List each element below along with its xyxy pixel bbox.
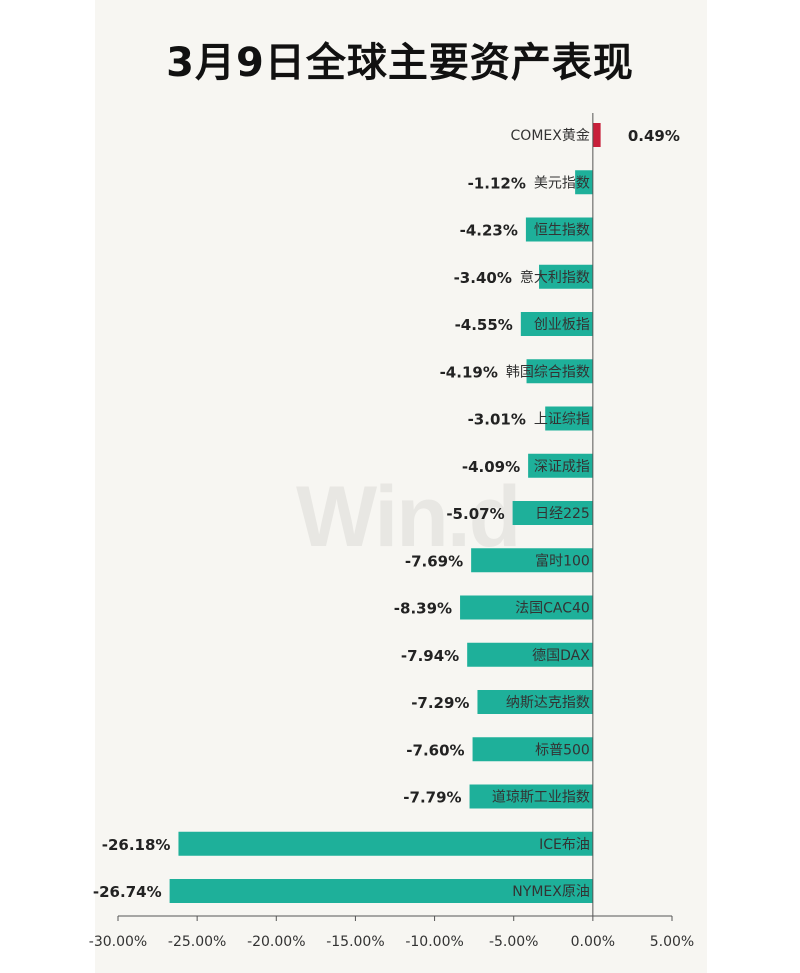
- bar-9: [471, 548, 593, 573]
- bar-11: [467, 642, 593, 667]
- category-label: 纳斯达克指数: [506, 695, 590, 711]
- x-tick-label: -25.00%: [168, 934, 226, 950]
- category-label: 恒生指数: [534, 223, 590, 239]
- category-label: COMEX黄金: [511, 127, 590, 144]
- bar-15: [178, 831, 593, 856]
- bars-group: [169, 123, 601, 903]
- value-label: -4.19%: [440, 363, 498, 381]
- value-label: -8.39%: [394, 600, 452, 618]
- category-label: ICE布油: [539, 837, 590, 853]
- x-tick-label: -15.00%: [326, 934, 384, 950]
- x-tick-label: -10.00%: [405, 934, 463, 950]
- x-tick-label: -5.00%: [489, 934, 539, 950]
- x-tick-label: 0.00%: [571, 934, 615, 950]
- bar-5: [526, 359, 593, 384]
- value-label: -3.01%: [468, 411, 526, 429]
- bar-7: [528, 453, 593, 478]
- value-label: -7.79%: [403, 789, 461, 807]
- value-label: -3.40%: [454, 269, 512, 287]
- bar-4: [520, 312, 593, 336]
- category-label: 韩国综合指数: [506, 364, 590, 380]
- labels-group: COMEX黄金 0.49% 美元指数 -1.12% 恒生指数 -4.23% 意大利指数 -3.…: [93, 127, 680, 901]
- bar-14: [469, 784, 593, 809]
- bar-8: [512, 501, 593, 525]
- bar-12: [477, 690, 593, 714]
- category-label: 意大利指数: [520, 269, 590, 286]
- value-label: 0.49%: [628, 127, 680, 145]
- x-tick-label: 5.00%: [650, 934, 694, 950]
- bar-1: [575, 170, 593, 195]
- x-axis: -30.00% -25.00% -20.00% -15.00% -10.00% -5.00…: [89, 113, 694, 950]
- category-label: 法国CAC40: [515, 601, 590, 617]
- value-label: -4.09%: [462, 458, 520, 476]
- bar-16: [169, 879, 593, 903]
- category-label: 标普500: [535, 742, 590, 758]
- value-label: -26.74%: [93, 883, 162, 901]
- x-tick-label: -20.00%: [247, 934, 305, 950]
- value-label: -4.55%: [455, 316, 513, 334]
- value-label: -5.07%: [446, 505, 504, 523]
- value-label: -7.69%: [405, 552, 463, 570]
- value-label: -7.29%: [411, 694, 469, 712]
- bar-13: [472, 737, 593, 762]
- value-label: -26.18%: [102, 836, 171, 854]
- category-label: 深证成指: [534, 459, 590, 475]
- category-label: 上证综指: [534, 412, 590, 428]
- value-label: -7.60%: [406, 741, 464, 759]
- category-label: 日经225: [535, 506, 590, 522]
- chart-panel: [95, 0, 707, 973]
- value-label: -4.23%: [460, 222, 518, 240]
- bar-0: [592, 123, 601, 147]
- bar-10: [460, 595, 593, 620]
- chart-title: 3月9日全球主要资产表现: [166, 40, 634, 86]
- category-label: 道琼斯工业指数: [492, 790, 590, 806]
- category-label: 德国DAX: [532, 648, 590, 664]
- category-label: NYMEX原油: [512, 884, 590, 900]
- category-label: 富时100: [535, 552, 590, 569]
- category-label: 美元指数: [534, 175, 590, 191]
- x-tick-label: -30.00%: [89, 934, 147, 950]
- bar-6: [545, 406, 593, 431]
- bar-3: [539, 264, 593, 289]
- value-label: -1.12%: [468, 174, 526, 192]
- bar-2: [525, 217, 593, 242]
- value-label: -7.94%: [401, 647, 459, 665]
- category-label: 创业板指: [534, 317, 590, 333]
